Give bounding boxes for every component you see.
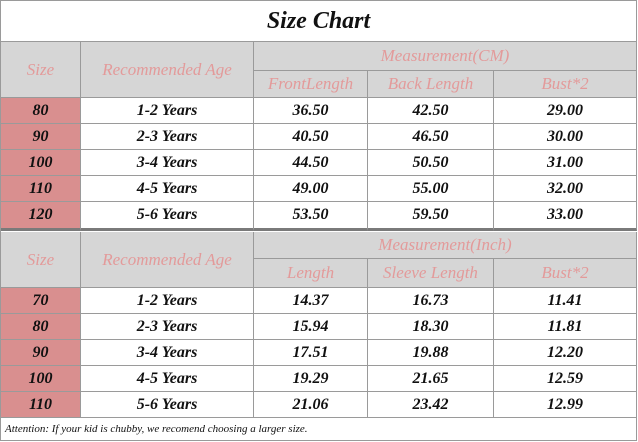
data-cell: 42.50	[368, 98, 494, 124]
data-cell: 32.00	[494, 176, 637, 202]
data-cell: 19.88	[368, 340, 494, 366]
data-cell: 12.59	[494, 366, 637, 392]
data-cell: 49.00	[254, 176, 368, 202]
data-cell: 2-3 Years	[81, 314, 254, 340]
size-header: Size	[1, 42, 81, 98]
age-header: Recommended Age	[81, 232, 254, 288]
size-cell: 80	[1, 98, 81, 124]
data-cell: 12.99	[494, 392, 637, 418]
column-header: Back Length	[368, 71, 494, 98]
data-cell: 21.65	[368, 366, 494, 392]
size-cell: 110	[1, 392, 81, 418]
data-cell: 15.94	[254, 314, 368, 340]
data-cell: 40.50	[254, 124, 368, 150]
data-cell: 55.00	[368, 176, 494, 202]
data-cell: 4-5 Years	[81, 176, 254, 202]
footnote: Attention: If your kid is chubby, we rec…	[1, 418, 637, 441]
data-cell: 11.41	[494, 288, 637, 314]
data-cell: 19.29	[254, 366, 368, 392]
size-cell: 100	[1, 150, 81, 176]
size-cell: 70	[1, 288, 81, 314]
data-cell: 21.06	[254, 392, 368, 418]
measurement-header: Measurement(CM)	[254, 42, 637, 71]
data-cell: 3-4 Years	[81, 340, 254, 366]
data-cell: 14.37	[254, 288, 368, 314]
data-cell: 29.00	[494, 98, 637, 124]
data-cell: 12.20	[494, 340, 637, 366]
data-cell: 5-6 Years	[81, 202, 254, 231]
column-header: FrontLength	[254, 71, 368, 98]
data-cell: 2-3 Years	[81, 124, 254, 150]
data-cell: 4-5 Years	[81, 366, 254, 392]
data-cell: 53.50	[254, 202, 368, 231]
data-cell: 5-6 Years	[81, 392, 254, 418]
size-cell: 90	[1, 340, 81, 366]
data-cell: 59.50	[368, 202, 494, 231]
data-cell: 33.00	[494, 202, 637, 231]
size-header: Size	[1, 232, 81, 288]
data-cell: 31.00	[494, 150, 637, 176]
data-cell: 1-2 Years	[81, 98, 254, 124]
size-cell: 90	[1, 124, 81, 150]
data-cell: 30.00	[494, 124, 637, 150]
column-header: Sleeve Length	[368, 259, 494, 288]
column-header: Bust*2	[494, 259, 637, 288]
data-cell: 36.50	[254, 98, 368, 124]
data-cell: 18.30	[368, 314, 494, 340]
data-cell: 11.81	[494, 314, 637, 340]
data-cell: 50.50	[368, 150, 494, 176]
data-cell: 17.51	[254, 340, 368, 366]
column-header: Length	[254, 259, 368, 288]
age-header: Recommended Age	[81, 42, 254, 98]
measurement-header: Measurement(Inch)	[254, 232, 637, 259]
column-header: Bust*2	[494, 71, 637, 98]
data-cell: 16.73	[368, 288, 494, 314]
data-cell: 1-2 Years	[81, 288, 254, 314]
size-cell: 80	[1, 314, 81, 340]
size-cell: 100	[1, 366, 81, 392]
title: Size Chart	[1, 1, 637, 42]
size-cell: 120	[1, 202, 81, 231]
size-cell: 110	[1, 176, 81, 202]
data-cell: 23.42	[368, 392, 494, 418]
data-cell: 44.50	[254, 150, 368, 176]
data-cell: 46.50	[368, 124, 494, 150]
data-cell: 3-4 Years	[81, 150, 254, 176]
